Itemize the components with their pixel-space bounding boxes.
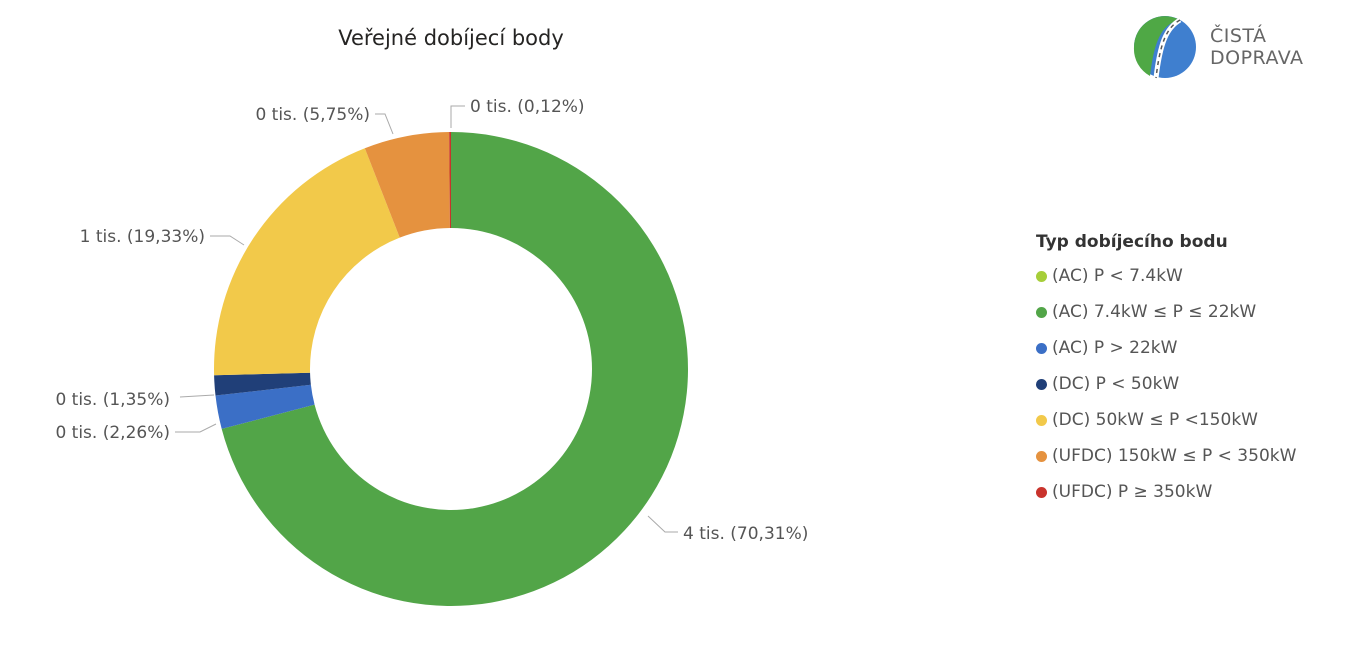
data-label-4: 1 tis. (19,33%) <box>80 227 205 247</box>
data-label-5: 0 tis. (5,75%) <box>255 105 370 125</box>
legend-item[interactable]: (DC) P < 50kW <box>1036 366 1296 402</box>
legend-dot-icon <box>1036 306 1047 318</box>
logo: ČISTÁ DOPRAVA <box>1130 14 1304 80</box>
slice-3[interactable] <box>214 372 311 396</box>
legend-dot-icon <box>1036 342 1047 354</box>
legend-item[interactable]: (DC) 50kW ≤ P <150kW <box>1036 402 1296 438</box>
legend-item[interactable]: (UFDC) 150kW ≤ P < 350kW <box>1036 438 1296 474</box>
leader-line-4 <box>210 235 245 246</box>
legend-item[interactable]: (AC) P > 22kW <box>1036 330 1296 366</box>
donut-chart: 4 tis. (70,31%) 0 tis. (2,26%) 0 tis. (1,3… <box>55 97 808 607</box>
leader-line-6 <box>450 105 465 128</box>
legend-dot-icon <box>1036 270 1047 282</box>
legend-item[interactable]: (AC) 7.4kW ≤ P ≤ 22kW <box>1036 294 1296 330</box>
cista-doprava-logo-icon <box>1133 16 1196 79</box>
legend-label: (AC) 7.4kW ≤ P ≤ 22kW <box>1052 302 1257 322</box>
legend-dot-icon <box>1036 414 1047 426</box>
legend-label: (AC) P > 22kW <box>1052 338 1178 358</box>
data-label-3: 0 tis. (1,35%) <box>55 390 170 410</box>
legend-label: (UFDC) P ≥ 350kW <box>1052 482 1213 502</box>
data-label-1: 4 tis. (70,31%) <box>683 524 808 544</box>
slice-2[interactable] <box>215 384 315 429</box>
slice-1[interactable] <box>221 132 688 607</box>
legend-label: (DC) P < 50kW <box>1052 374 1180 394</box>
legend-dot-icon <box>1036 450 1047 462</box>
logo-line1: ČISTÁ <box>1210 25 1267 47</box>
legend-item[interactable]: (UFDC) P ≥ 350kW <box>1036 474 1296 510</box>
leader-line-2 <box>175 423 217 433</box>
legend-dot-icon <box>1036 486 1047 498</box>
legend-label: (DC) 50kW ≤ P <150kW <box>1052 410 1258 430</box>
legend-title: Typ dobíjecího bodu <box>1036 232 1228 252</box>
legend-label: (UFDC) 150kW ≤ P < 350kW <box>1052 446 1297 466</box>
legend-dot-icon <box>1036 378 1047 390</box>
data-label-2: 0 tis. (2,26%) <box>55 423 170 443</box>
legend-item[interactable]: (AC) P < 7.4kW <box>1036 258 1296 294</box>
logo-line2: DOPRAVA <box>1210 47 1304 69</box>
legend-label: (AC) P < 7.4kW <box>1052 266 1183 286</box>
slice-5[interactable] <box>364 132 450 238</box>
data-label-6: 0 tis. (0,12%) <box>470 97 585 117</box>
slice-4[interactable] <box>214 148 400 376</box>
slice-6[interactable] <box>449 132 451 229</box>
leader-line-1 <box>647 515 678 533</box>
leader-line-3 <box>179 394 215 398</box>
leader-line-5 <box>375 113 394 135</box>
legend: Typ dobíjecího bodu (AC) P < 7.4kW (AC) 7… <box>1036 232 1296 510</box>
chart-title: Veřejné dobíjecí body <box>338 26 564 50</box>
